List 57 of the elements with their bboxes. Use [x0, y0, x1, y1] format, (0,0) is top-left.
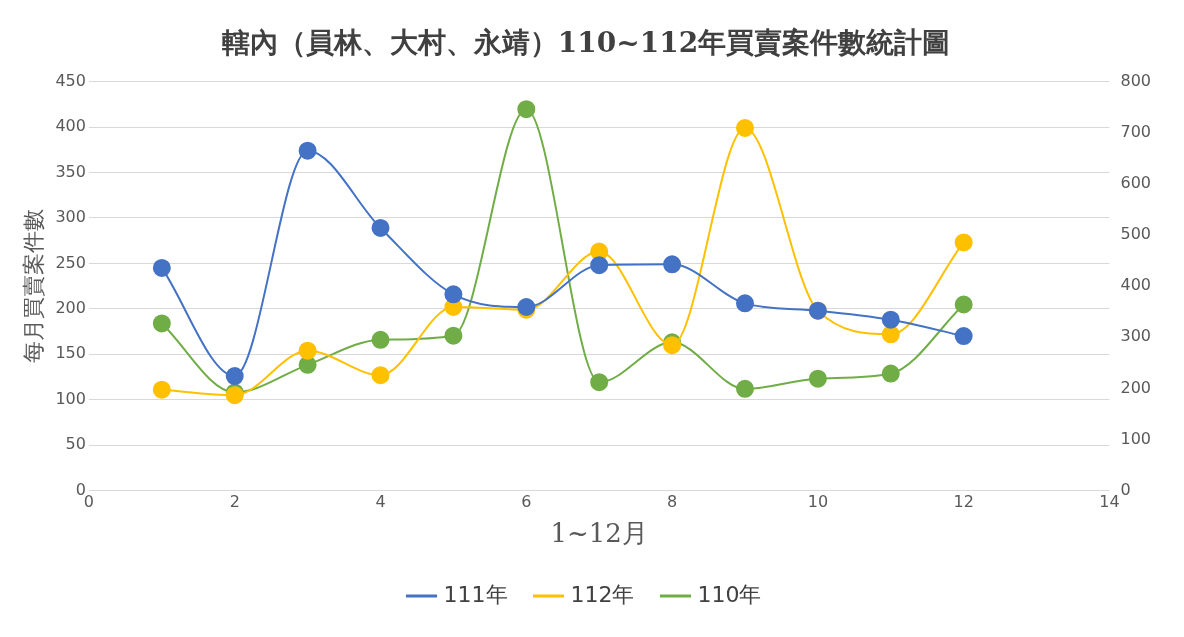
y-tick-label: 350: [55, 161, 86, 181]
y-tick-label: 300: [55, 207, 86, 227]
point: [298, 141, 317, 160]
y2-tick-label: 800: [1120, 70, 1152, 90]
point: [590, 256, 609, 275]
point: [371, 366, 390, 385]
point: [954, 233, 973, 252]
point: [735, 118, 754, 137]
point: [298, 341, 317, 360]
x-tick-label: 6: [521, 492, 532, 512]
x-tick-label: 10: [807, 492, 829, 512]
y2-tick-label: 400: [1120, 275, 1152, 295]
y-axis-title: 每月買賣案件數: [20, 209, 46, 364]
y-tick-label: 400: [55, 116, 86, 136]
point: [954, 295, 973, 314]
x-tick-label: 2: [229, 492, 240, 512]
y2-tick-label: 300: [1120, 326, 1152, 346]
point: [152, 258, 171, 277]
y2-tick-label: 500: [1120, 224, 1152, 244]
point: [735, 294, 754, 313]
legend-label: 110年: [697, 581, 762, 607]
x-tick-label: 12: [953, 492, 974, 512]
chart-title: 轄內（員林、大村、永靖）110~112年買賣案件數統計圖: [221, 26, 951, 60]
y2-tick-label: 200: [1120, 377, 1152, 397]
point: [371, 218, 390, 237]
point: [517, 100, 536, 119]
point: [735, 379, 754, 398]
legend-label: 111年: [443, 581, 508, 607]
legend-label: 112年: [570, 581, 635, 607]
point: [152, 314, 171, 333]
y-tick-label: 100: [55, 388, 86, 408]
y2-tick-label: 0: [1120, 479, 1131, 499]
x-tick-label: 8: [667, 492, 678, 512]
x-tick-label: 14: [1099, 492, 1120, 512]
y2-tick-label: 100: [1120, 428, 1152, 448]
y2-tick-label: 700: [1120, 121, 1152, 141]
point: [444, 285, 463, 304]
x-axis-title: 1~12月: [550, 518, 648, 549]
point: [881, 310, 900, 329]
x-tick-label: 4: [375, 492, 386, 512]
point: [152, 380, 171, 399]
y-tick-label: 50: [65, 434, 86, 454]
point: [808, 369, 827, 388]
point: [881, 325, 900, 344]
y-tick-label: 0: [75, 479, 86, 499]
y-tick-label: 450: [55, 70, 86, 90]
point: [225, 367, 244, 386]
y2-tick-label: 600: [1120, 173, 1152, 193]
y-tick-label: 150: [55, 343, 86, 363]
y-tick-label: 200: [55, 297, 86, 317]
point: [954, 327, 973, 346]
point: [881, 364, 900, 383]
point: [371, 330, 390, 349]
point: [663, 255, 682, 274]
y-tick-label: 250: [55, 252, 86, 272]
point: [444, 326, 463, 345]
point: [590, 373, 609, 392]
